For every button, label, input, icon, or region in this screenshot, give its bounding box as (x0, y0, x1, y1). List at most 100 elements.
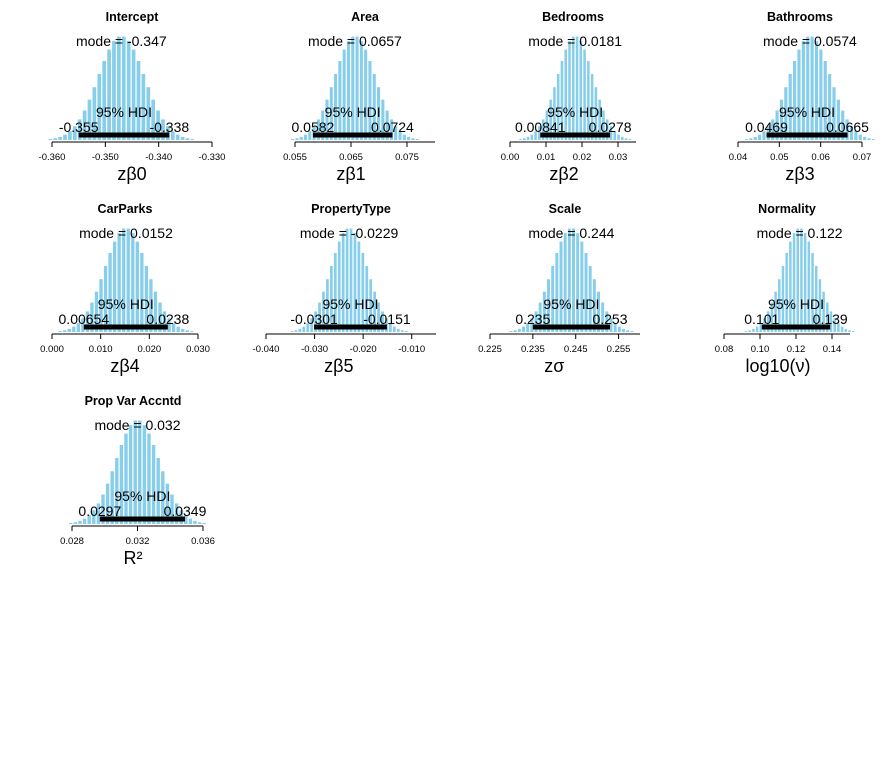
histogram-bar (381, 99, 385, 140)
hdi-low-label: 0.00654 (59, 311, 110, 327)
histogram-bar (121, 36, 126, 140)
histogram-bar (617, 326, 621, 332)
histogram-bar (770, 302, 774, 332)
panel-title: Area (351, 10, 380, 24)
histogram-bar (748, 330, 751, 332)
panel-intercept: Intercept -0.360 -0.350 -0.340 -0.330 95% HDI… (39, 10, 226, 184)
histogram-bar (142, 425, 147, 524)
histogram-bar (333, 252, 337, 332)
histogram-bars (69, 420, 206, 524)
histogram-bar (126, 41, 131, 140)
histogram-bar (156, 110, 160, 140)
histogram-bar (867, 138, 871, 140)
x-tick-label: 0.03 (609, 152, 628, 163)
histogram-bar (400, 330, 404, 332)
x-axis-label: zβ3 (785, 164, 814, 184)
histogram-bar (576, 233, 580, 332)
histogram-bar (848, 330, 851, 332)
histogram-bar (372, 73, 376, 140)
panel-propertytype: PropertyType -0.040 -0.030 -0.020 -0.010 95% … (253, 202, 436, 376)
histogram-bar (836, 99, 840, 140)
hdi-high-label: 0.0349 (164, 503, 207, 519)
histogram-bar (69, 523, 73, 524)
histogram-bar (538, 302, 542, 332)
histogram-bar (117, 36, 121, 140)
histogram-bar (365, 265, 369, 332)
histogram-bar (72, 326, 76, 332)
histogram-bar (530, 318, 534, 332)
hdi-low-label: -0.355 (59, 119, 99, 135)
histogram-bar (338, 60, 342, 140)
histogram-bar (115, 457, 119, 524)
x-axis-label: zβ4 (110, 356, 139, 376)
histogram-bar (353, 233, 357, 332)
histogram-bar (165, 483, 170, 524)
histogram-bar (87, 515, 91, 524)
histogram-bar (385, 110, 389, 140)
x-axis-label: zσ (544, 356, 564, 376)
histogram-bar (584, 252, 588, 332)
histogram-bar (140, 252, 144, 332)
histogram-bar (310, 318, 314, 332)
histogram-bar (598, 99, 601, 140)
x-axis: -0.040 -0.030 -0.020 -0.010 (253, 333, 436, 355)
histogram-bar (800, 228, 803, 332)
mode-label: mode = -0.0229 (300, 225, 399, 241)
hdi-low-label: 0.101 (744, 311, 779, 327)
histogram-bar (298, 328, 302, 332)
histogram-bar (326, 279, 329, 332)
histogram-bar (299, 136, 303, 140)
histogram-bar (526, 323, 530, 332)
histogram-bar (294, 330, 298, 332)
histogram-bar (149, 279, 153, 332)
mode-label: mode = 0.0657 (308, 33, 402, 49)
histogram-bar (579, 41, 583, 140)
x-tick-label: 0.065 (339, 152, 363, 163)
histogram-bar (112, 241, 117, 332)
x-tick-label: -0.010 (398, 344, 425, 355)
x-axis: 0.000 0.010 0.020 0.030 (40, 333, 210, 355)
histogram-bar (188, 518, 193, 524)
histogram-bar (590, 73, 594, 140)
histogram-bar (291, 139, 295, 140)
histogram-bar (146, 87, 151, 140)
histogram-bar (749, 138, 753, 140)
histogram-bar (185, 138, 190, 140)
histogram-bar (779, 99, 784, 140)
histogram-bar (624, 138, 628, 140)
panel-title: Bathrooms (767, 10, 833, 24)
histogram-bars (291, 36, 419, 140)
x-tick-label: 0.10 (751, 344, 770, 355)
histogram-bar (534, 131, 537, 140)
histogram-bar (351, 36, 355, 140)
histogram-bar (789, 241, 792, 332)
histogram-bar (151, 99, 156, 140)
histogram-bar (318, 302, 321, 332)
histogram-bar (156, 457, 160, 524)
histogram-bar (144, 265, 149, 332)
histogram-bar (67, 328, 71, 332)
histogram-bar (541, 119, 545, 140)
histogram-bar (85, 311, 90, 332)
mode-label: mode = 0.0181 (528, 33, 622, 49)
histogram-bar (551, 265, 555, 332)
histogram-bar (373, 291, 377, 332)
x-axis-label: zβ1 (336, 164, 365, 184)
histogram-bar (542, 291, 546, 332)
histogram-bar (871, 139, 875, 140)
histogram-bar (316, 119, 320, 140)
x-tick-label: -0.350 (92, 152, 119, 163)
hdi-low-label: 0.0469 (745, 119, 788, 135)
histogram-bar (758, 134, 762, 140)
hdi-label: 95% HDI (543, 296, 599, 312)
histogram-bar (792, 233, 796, 332)
histogram-bar (176, 326, 180, 332)
panel-title: Intercept (106, 10, 160, 24)
histogram-bar (77, 119, 82, 140)
histogram-bar (128, 425, 133, 524)
histogram-bar (807, 241, 811, 332)
histogram-bar (519, 139, 522, 140)
x-axis: 0.00 0.01 0.02 0.03 (501, 141, 636, 163)
